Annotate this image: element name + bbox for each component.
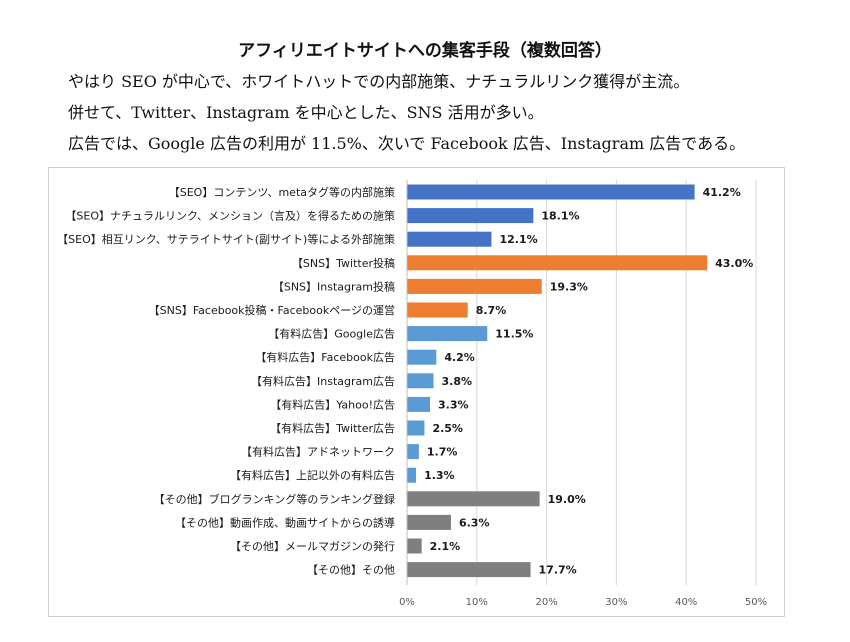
category-label: 【SNS】Twitter投稿 [292,256,395,270]
x-tick-label: 30% [605,597,627,608]
x-tick-label: 10% [466,597,488,608]
value-label: 12.1% [499,233,537,246]
bar [407,444,419,460]
category-label: 【SNS】Facebook投稿・Facebookページの運営 [149,303,395,317]
bar [407,467,417,483]
bar [407,562,531,578]
value-label: 17.7% [539,564,577,577]
category-label: 【その他】動画作成、動画サイトからの誘導 [175,515,395,529]
summary-line-2: 併せて、Twitter、Instagram を中心とした、SNS 活用が多い。 [68,103,544,122]
category-label: 【有料広告】上記以外の有料広告 [230,468,395,482]
value-label: 1.3% [424,469,455,482]
category-label: 【その他】その他 [307,564,395,577]
bar [407,514,451,530]
category-label: 【SNS】Instagram投稿 [273,279,395,293]
category-label: 【有料広告】Yahoo!広告 [270,397,395,411]
value-label: 6.3% [459,516,490,529]
bar [407,491,540,507]
bar [407,326,488,342]
category-label: 【有料広告】アドネットワーク [241,445,395,459]
value-label: 41.2% [703,186,741,199]
bar [407,538,422,554]
category-label: 【有料広告】Google広告 [268,327,395,341]
value-label: 19.3% [550,280,588,293]
bar [407,208,534,224]
bar [407,255,708,271]
x-tick-label: 40% [675,597,697,608]
category-label: 【有料広告】Instagram広告 [251,374,395,388]
value-label: 43.0% [715,257,753,270]
category-label: 【その他】ブログランキング等のランキング登録 [154,492,395,506]
value-label: 2.5% [432,422,463,435]
summary-line-1: やはり SEO が中心で、ホワイトハットでの内部施策、ナチュラルリンク獲得が主流… [68,72,690,91]
value-label: 3.8% [442,375,473,388]
summary-line-3: 広告では、Google 広告の利用が 11.5%、次いで Facebook 広告… [68,134,746,153]
value-label: 8.7% [476,304,507,317]
category-label: 【SEO】相互リンク、サテライトサイト(副サイト)等による外部施策 [57,232,395,246]
bar [407,373,434,389]
value-label: 1.7% [427,446,458,459]
x-tick-label: 0% [399,597,415,608]
bar [407,349,437,365]
x-tick-label: 20% [535,597,557,608]
value-label: 18.1% [541,210,579,223]
value-label: 4.2% [444,351,475,364]
x-tick-label: 50% [745,597,767,608]
category-label: 【有料広告】Facebook広告 [255,350,395,364]
category-label: 【SEO】ナチュラルリンク、メンション（言及）を得るための施策 [65,209,395,223]
page-title: アフィリエイトサイトへの集客手段（複数回答） [238,41,612,61]
bar [407,184,695,200]
value-label: 19.0% [548,493,586,506]
bar [407,302,468,318]
category-label: 【その他】メールマガジンの発行 [230,539,395,553]
bar [407,396,431,412]
category-label: 【有料広告】Twitter広告 [270,421,395,435]
bar [407,420,425,436]
value-label: 2.1% [430,540,461,553]
bar [407,231,492,247]
bar [407,278,542,294]
value-label: 11.5% [495,328,533,341]
category-label: 【SEO】コンテンツ、metaタグ等の内部施策 [169,185,395,199]
value-label: 3.3% [438,398,469,411]
chart-frame [48,167,785,617]
